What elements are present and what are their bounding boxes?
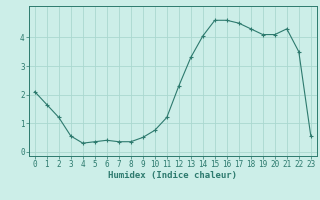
X-axis label: Humidex (Indice chaleur): Humidex (Indice chaleur) (108, 171, 237, 180)
